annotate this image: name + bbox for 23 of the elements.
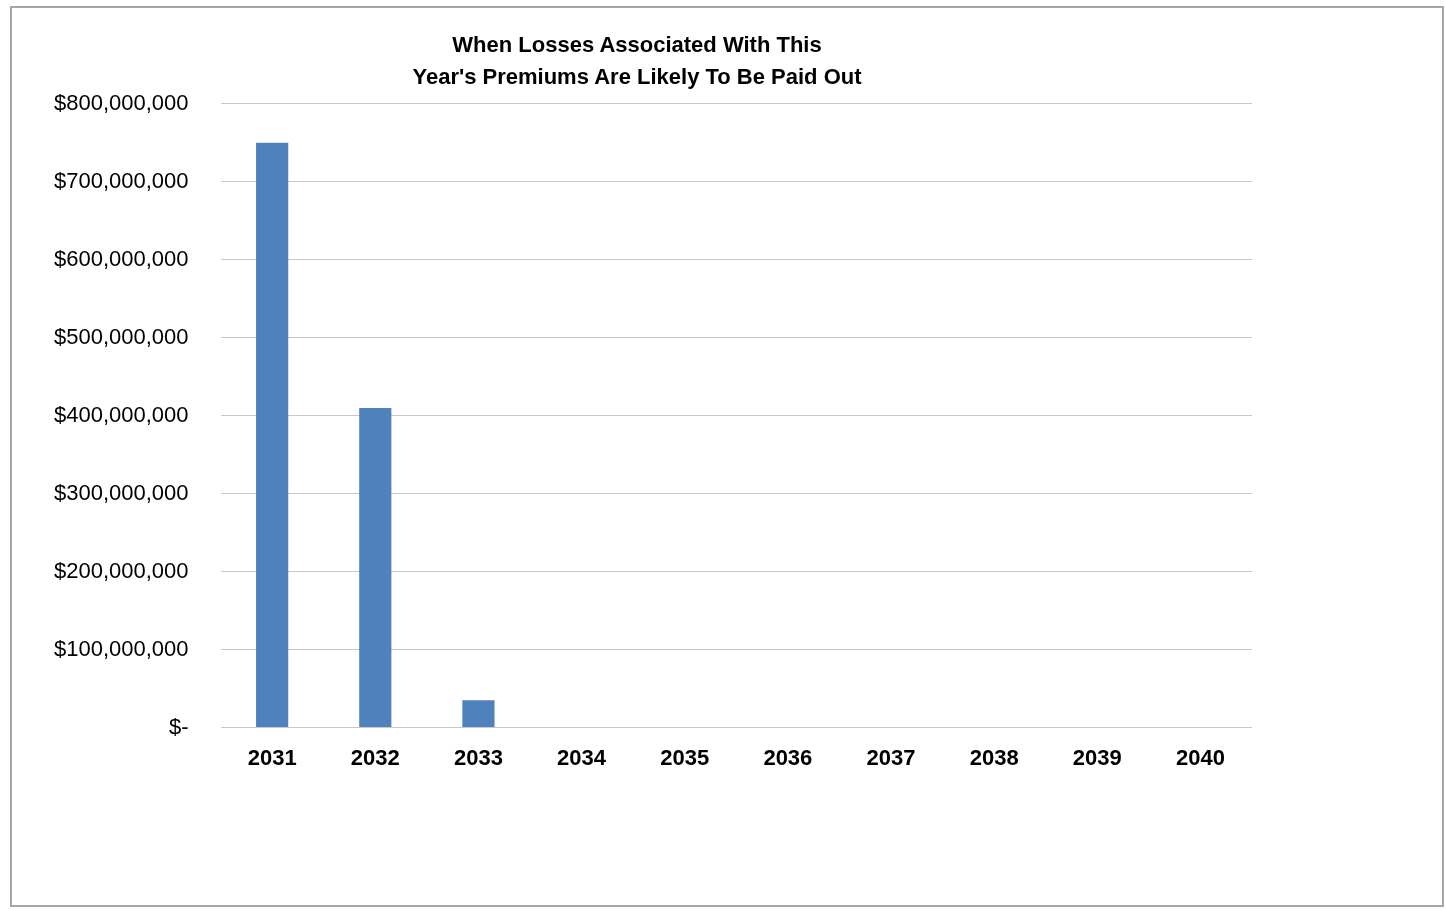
chart-title: When Losses Associated With This Year's Premiums Are Likely To Be Paid Out bbox=[412, 32, 863, 89]
y-tick-label: $200,000,000 bbox=[54, 557, 189, 583]
x-tick-label: 2035 bbox=[660, 744, 710, 770]
bar bbox=[359, 407, 392, 728]
y-tick-label: $100,000,000 bbox=[54, 635, 189, 661]
x-tick-label: 2036 bbox=[763, 744, 813, 770]
y-tick-label: $800,000,000 bbox=[54, 89, 189, 115]
y-tick-label: $400,000,000 bbox=[54, 401, 189, 427]
y-tick-label: $- bbox=[169, 713, 189, 739]
x-tick-label: 2038 bbox=[969, 744, 1019, 770]
x-tick-label: 2037 bbox=[866, 744, 916, 770]
x-tick-label: 2034 bbox=[557, 744, 607, 770]
bar bbox=[462, 700, 495, 728]
y-tick-label: $300,000,000 bbox=[54, 479, 189, 505]
y-tick-label: $700,000,000 bbox=[54, 167, 189, 193]
x-tick-label: 2033 bbox=[453, 744, 503, 770]
x-tick-label: 2040 bbox=[1175, 744, 1225, 770]
x-tick-label: 2032 bbox=[350, 744, 400, 770]
x-tick-label: 2031 bbox=[247, 744, 297, 770]
bar bbox=[256, 142, 289, 728]
y-tick-label: $500,000,000 bbox=[54, 323, 189, 349]
x-tick-label: 2039 bbox=[1072, 744, 1122, 770]
y-tick-label: $600,000,000 bbox=[54, 245, 189, 271]
